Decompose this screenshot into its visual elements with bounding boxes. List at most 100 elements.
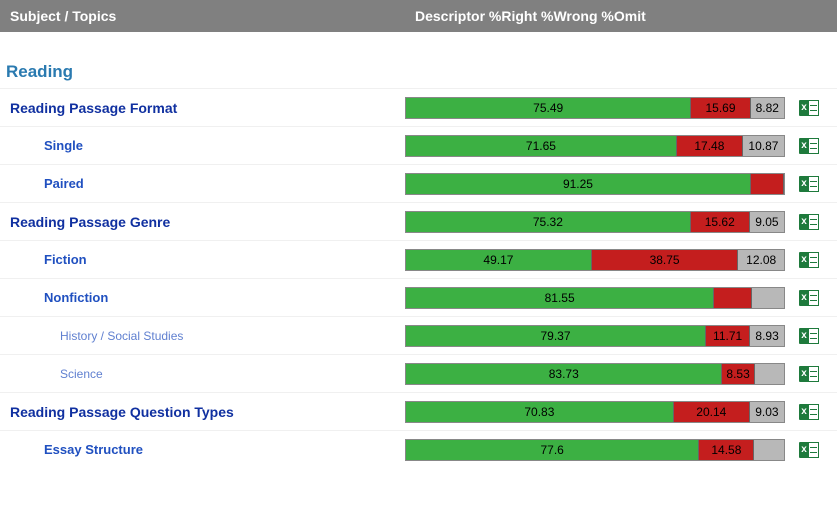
- export-cell: x: [785, 290, 825, 306]
- topic-link-history-social-studies[interactable]: History / Social Studies: [60, 329, 183, 343]
- export-excel-icon[interactable]: x: [799, 404, 819, 420]
- value-right: 70.83: [524, 405, 554, 419]
- topic-cell: Nonfiction: [0, 290, 405, 305]
- section-title: Reading: [0, 32, 837, 88]
- export-excel-icon[interactable]: x: [799, 100, 819, 116]
- topic-link-essay-structure[interactable]: Essay Structure: [44, 442, 143, 457]
- excel-sheet-glyph: [809, 252, 819, 268]
- segment-right: 49.17: [406, 250, 592, 270]
- topic-link-reading-passage-format[interactable]: Reading Passage Format: [10, 100, 177, 116]
- export-cell: x: [785, 214, 825, 230]
- value-right: 79.37: [540, 329, 570, 343]
- export-excel-icon[interactable]: x: [799, 442, 819, 458]
- topic-cell: Paired: [0, 176, 405, 191]
- topic-link-nonfiction[interactable]: Nonfiction: [44, 290, 108, 305]
- segment-right: 91.25: [406, 174, 751, 194]
- segment-right: 81.55: [406, 288, 714, 308]
- topic-row: Science83.738.53x: [0, 354, 837, 392]
- segment-right: 77.6: [406, 440, 699, 460]
- value-right: 71.65: [526, 139, 556, 153]
- segment-right: 79.37: [406, 326, 706, 346]
- value-wrong: 15.69: [705, 101, 735, 115]
- export-excel-icon[interactable]: x: [799, 328, 819, 344]
- excel-x-glyph: x: [799, 328, 809, 344]
- segment-right: 75.49: [406, 98, 691, 118]
- excel-x-glyph: x: [799, 366, 809, 382]
- percent-bar: 75.49 15.69 8.82: [405, 97, 785, 119]
- excel-x-glyph: x: [799, 214, 809, 230]
- excel-sheet-glyph: [809, 290, 819, 306]
- topic-link-science[interactable]: Science: [60, 367, 103, 381]
- topic-link-paired[interactable]: Paired: [44, 176, 84, 191]
- segment-wrong: 15.69: [691, 98, 750, 118]
- rows-container: Reading Passage Format 75.49 15.69 8.82 x Sin…: [0, 88, 837, 468]
- value-wrong: 17.48: [694, 139, 724, 153]
- excel-sheet-glyph: [809, 100, 819, 116]
- topic-cell: Reading Passage Format: [0, 100, 405, 116]
- value-wrong: 14.58: [711, 443, 741, 457]
- topic-link-single[interactable]: Single: [44, 138, 83, 153]
- excel-sheet-glyph: [809, 442, 819, 458]
- excel-sheet-glyph: [809, 138, 819, 154]
- export-excel-icon[interactable]: x: [799, 366, 819, 382]
- segment-omit: [755, 364, 784, 384]
- topic-cell: Reading Passage Genre: [0, 214, 405, 230]
- topic-row: Reading Passage Genre 75.32 15.62 9.05 x: [0, 202, 837, 240]
- segment-right: 70.83: [406, 402, 674, 422]
- header-subject-label: Subject / Topics: [10, 8, 415, 24]
- export-cell: x: [785, 328, 825, 344]
- export-excel-icon[interactable]: x: [799, 176, 819, 192]
- export-excel-icon[interactable]: x: [799, 252, 819, 268]
- value-omit: 8.82: [756, 101, 779, 115]
- segment-omit: 9.05: [750, 212, 784, 232]
- topic-row: Essay Structure 77.6 14.58 x: [0, 430, 837, 468]
- topic-link-fiction[interactable]: Fiction: [44, 252, 87, 267]
- excel-x-glyph: x: [799, 100, 809, 116]
- percent-bar: 49.17 38.75 12.08: [405, 249, 785, 271]
- export-excel-icon[interactable]: x: [799, 214, 819, 230]
- excel-x-glyph: x: [799, 252, 809, 268]
- value-right: 91.25: [563, 177, 593, 191]
- segment-omit: 10.87: [743, 136, 784, 156]
- excel-sheet-glyph: [809, 366, 819, 382]
- excel-sheet-glyph: [809, 328, 819, 344]
- value-wrong: 20.14: [696, 405, 726, 419]
- topic-cell: Science: [0, 366, 405, 381]
- percent-bar: 81.55: [405, 287, 785, 309]
- segment-wrong: 17.48: [677, 136, 743, 156]
- value-wrong: 11.71: [713, 329, 742, 343]
- segment-omit: [754, 440, 784, 460]
- percent-bar: 71.65 17.48 10.87: [405, 135, 785, 157]
- header-metrics-label: Descriptor %Right %Wrong %Omit: [415, 8, 646, 24]
- segment-wrong: 11.71: [706, 326, 750, 346]
- value-omit: 9.03: [755, 405, 778, 419]
- excel-x-glyph: x: [799, 290, 809, 306]
- percent-bar: 91.25: [405, 173, 785, 195]
- export-excel-icon[interactable]: x: [799, 138, 819, 154]
- export-cell: x: [785, 252, 825, 268]
- value-right: 49.17: [483, 253, 513, 267]
- value-right: 81.55: [545, 291, 575, 305]
- export-excel-icon[interactable]: x: [799, 290, 819, 306]
- segment-wrong: 38.75: [592, 250, 738, 270]
- excel-x-glyph: x: [799, 404, 809, 420]
- value-omit: 9.05: [755, 215, 778, 229]
- topic-link-reading-passage-genre[interactable]: Reading Passage Genre: [10, 214, 170, 230]
- segment-omit: 12.08: [738, 250, 784, 270]
- segment-wrong: [714, 288, 752, 308]
- excel-x-glyph: x: [799, 176, 809, 192]
- topic-row: History / Social Studies79.3711.718.93x: [0, 316, 837, 354]
- segment-omit: [752, 288, 784, 308]
- segment-right: 75.32: [406, 212, 691, 232]
- value-right: 83.73: [549, 367, 579, 381]
- topic-link-reading-passage-question-types[interactable]: Reading Passage Question Types: [10, 404, 234, 420]
- topic-row: Nonfiction 81.55 x: [0, 278, 837, 316]
- topic-cell: Single: [0, 138, 405, 153]
- value-wrong: 38.75: [650, 253, 680, 267]
- table-header: Subject / Topics Descriptor %Right %Wron…: [0, 0, 837, 32]
- value-right: 75.32: [533, 215, 563, 229]
- segment-wrong: 15.62: [691, 212, 750, 232]
- topic-cell: Reading Passage Question Types: [0, 404, 405, 420]
- topic-row: Reading Passage Format 75.49 15.69 8.82 x: [0, 88, 837, 126]
- export-cell: x: [785, 366, 825, 382]
